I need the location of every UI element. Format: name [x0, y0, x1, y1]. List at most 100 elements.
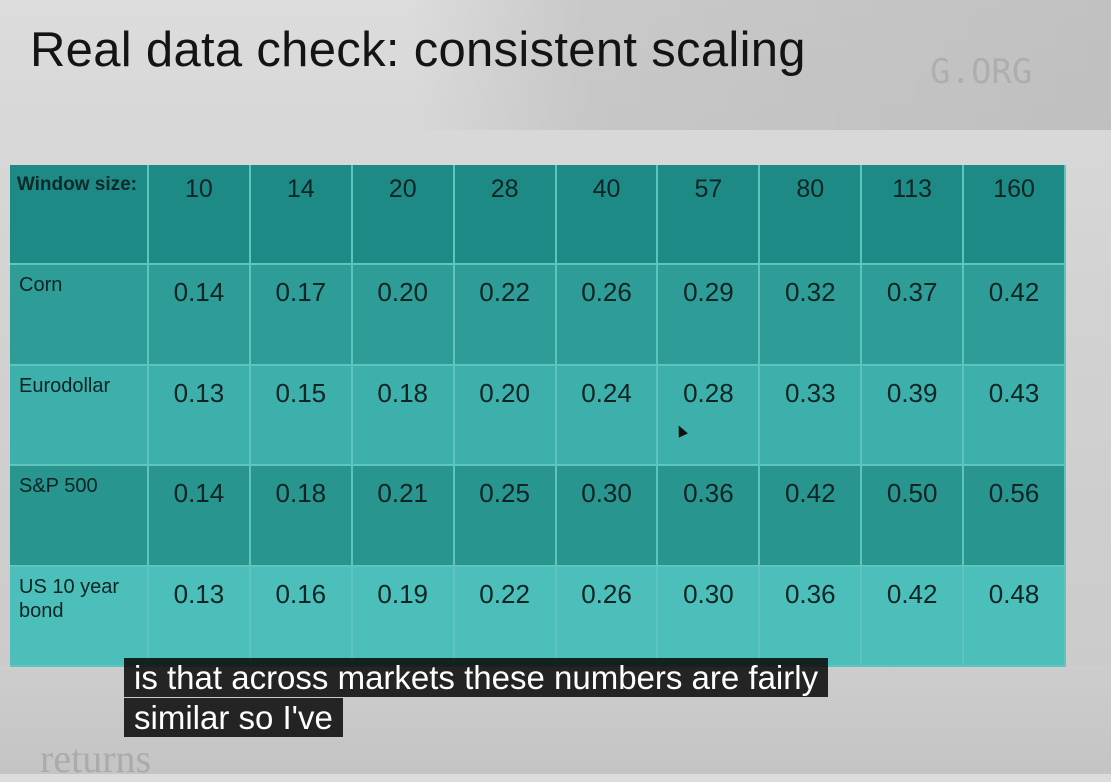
table-cell: 0.30	[556, 466, 659, 567]
table-cell: 0.15	[250, 365, 353, 467]
table-value: 0.14	[173, 478, 225, 509]
table-cell: 0.56	[964, 466, 1066, 567]
caption-text: is that across markets these numbers are…	[124, 658, 829, 737]
table-value: 0.37	[886, 277, 938, 308]
table-value: 0.16	[275, 578, 327, 609]
table-header-cell: 57	[658, 165, 761, 266]
table-cell: 0.33	[760, 365, 863, 467]
table-cell: 0.16	[250, 566, 353, 667]
table-cell: 0.21	[352, 466, 455, 567]
table-value: 0.48	[988, 578, 1040, 609]
table-value: 0.13	[173, 578, 225, 609]
table-value: 0.42	[886, 578, 938, 609]
table-row-label-cell: S&P 500	[10, 466, 149, 567]
background-watermark: G.ORG	[930, 52, 1033, 92]
table-value: 0.13	[173, 377, 225, 408]
table-value: 0.33	[784, 377, 836, 408]
table-header-cell: 14	[250, 165, 353, 266]
window-size-value: 10	[185, 175, 213, 203]
table-cell: 0.14	[149, 466, 251, 567]
table-value: 0.42	[784, 478, 836, 509]
table-cell: 0.24	[556, 365, 659, 467]
table-value: 0.29	[683, 277, 734, 308]
table-value: 0.30	[581, 478, 632, 509]
table-value: 0.30	[683, 578, 734, 609]
table-cell: 0.42	[862, 566, 965, 667]
table-value: 0.22	[479, 578, 530, 609]
table-cell: 0.20	[454, 365, 557, 467]
table-value: 0.20	[479, 377, 530, 408]
table-cell: 0.36	[658, 466, 761, 567]
table-cell: 0.17	[250, 265, 353, 366]
table-cell: 0.50	[862, 466, 965, 567]
table-cell: 0.19	[352, 566, 455, 667]
table-header-cell: 40	[556, 165, 659, 266]
background-video-shade	[410, 0, 1111, 130]
table-value: 0.22	[479, 277, 530, 308]
window-size-value: 113	[892, 175, 933, 203]
table-header-cell: 113	[862, 165, 965, 266]
table-value: 0.42	[988, 277, 1040, 308]
table-cell: 0.26	[556, 566, 659, 667]
table-cell: 0.43	[964, 365, 1066, 467]
table-value: 0.28	[683, 377, 734, 408]
table-cell: 0.39	[862, 365, 965, 467]
table-value: 0.26	[581, 277, 632, 308]
window-size-value: 40	[592, 175, 621, 203]
table-value: 0.26	[581, 578, 632, 609]
table-cell: 0.32	[760, 265, 863, 366]
market-name-us-10-year-bond: US 10 year bond	[19, 575, 120, 622]
window-size-value: 160	[993, 175, 1035, 203]
slide-title: Real data check: consistent scaling	[30, 23, 806, 77]
table-cell: 0.25	[454, 466, 557, 567]
table-value: 0.36	[683, 478, 734, 509]
table-row-label-cell: US 10 year bond	[10, 566, 149, 667]
table-cell: 0.13	[149, 365, 251, 467]
table-cell: 0.26	[556, 265, 659, 366]
table-header-cell: 20	[352, 165, 455, 266]
table-value: 0.56	[988, 478, 1040, 509]
table-cell: 0.28	[658, 365, 761, 467]
table-value: 0.18	[275, 478, 327, 509]
table-cell: 0.14	[149, 265, 251, 366]
window-size-value: 57	[694, 175, 723, 203]
window-size-label: Window size:	[16, 174, 137, 195]
market-name-sp500: S&P 500	[19, 475, 98, 498]
table-row-label-cell: Eurodollar	[10, 365, 149, 467]
table-header-cell: 160	[964, 165, 1066, 266]
table-value: 0.19	[377, 578, 429, 609]
table-value: 0.21	[377, 478, 429, 509]
table-cell: 0.18	[250, 466, 353, 567]
table-cell: 0.48	[964, 566, 1066, 667]
table-value: 0.20	[377, 277, 429, 308]
window-size-value: 28	[490, 175, 519, 203]
table-cell: 0.13	[149, 566, 251, 667]
table-cell: 0.36	[760, 566, 863, 667]
table-value: 0.39	[886, 377, 938, 408]
table-header-cell: 80	[760, 165, 863, 266]
window-size-value: 20	[388, 175, 417, 203]
table-header-cell: 10	[149, 165, 251, 266]
table-value: 0.32	[784, 277, 836, 308]
table-value: 0.43	[988, 377, 1040, 408]
background-word: returns	[40, 736, 152, 781]
table-cell: 0.42	[964, 265, 1066, 366]
table-value: 0.18	[377, 377, 429, 408]
table-value: 0.50	[886, 478, 938, 509]
table-value: 0.25	[479, 478, 530, 509]
window-size-value: 80	[796, 175, 825, 203]
table-cell: 0.37	[862, 265, 965, 366]
table-header-label-cell: Window size:	[10, 165, 149, 266]
table-cell: 0.20	[352, 265, 455, 366]
table-cell: 0.29	[658, 265, 761, 366]
window-size-value: 14	[286, 175, 315, 203]
table-value: 0.15	[275, 377, 327, 408]
table-row-label-cell: Corn	[10, 265, 149, 366]
table-value: 0.36	[784, 578, 836, 609]
table-cell: 0.30	[658, 566, 761, 667]
video-caption: is that across markets these numbers are…	[124, 658, 884, 738]
table-cell: 0.22	[454, 566, 557, 667]
table-cell: 0.18	[352, 365, 455, 467]
table-value: 0.14	[173, 277, 225, 308]
table-cell: 0.42	[760, 466, 863, 567]
